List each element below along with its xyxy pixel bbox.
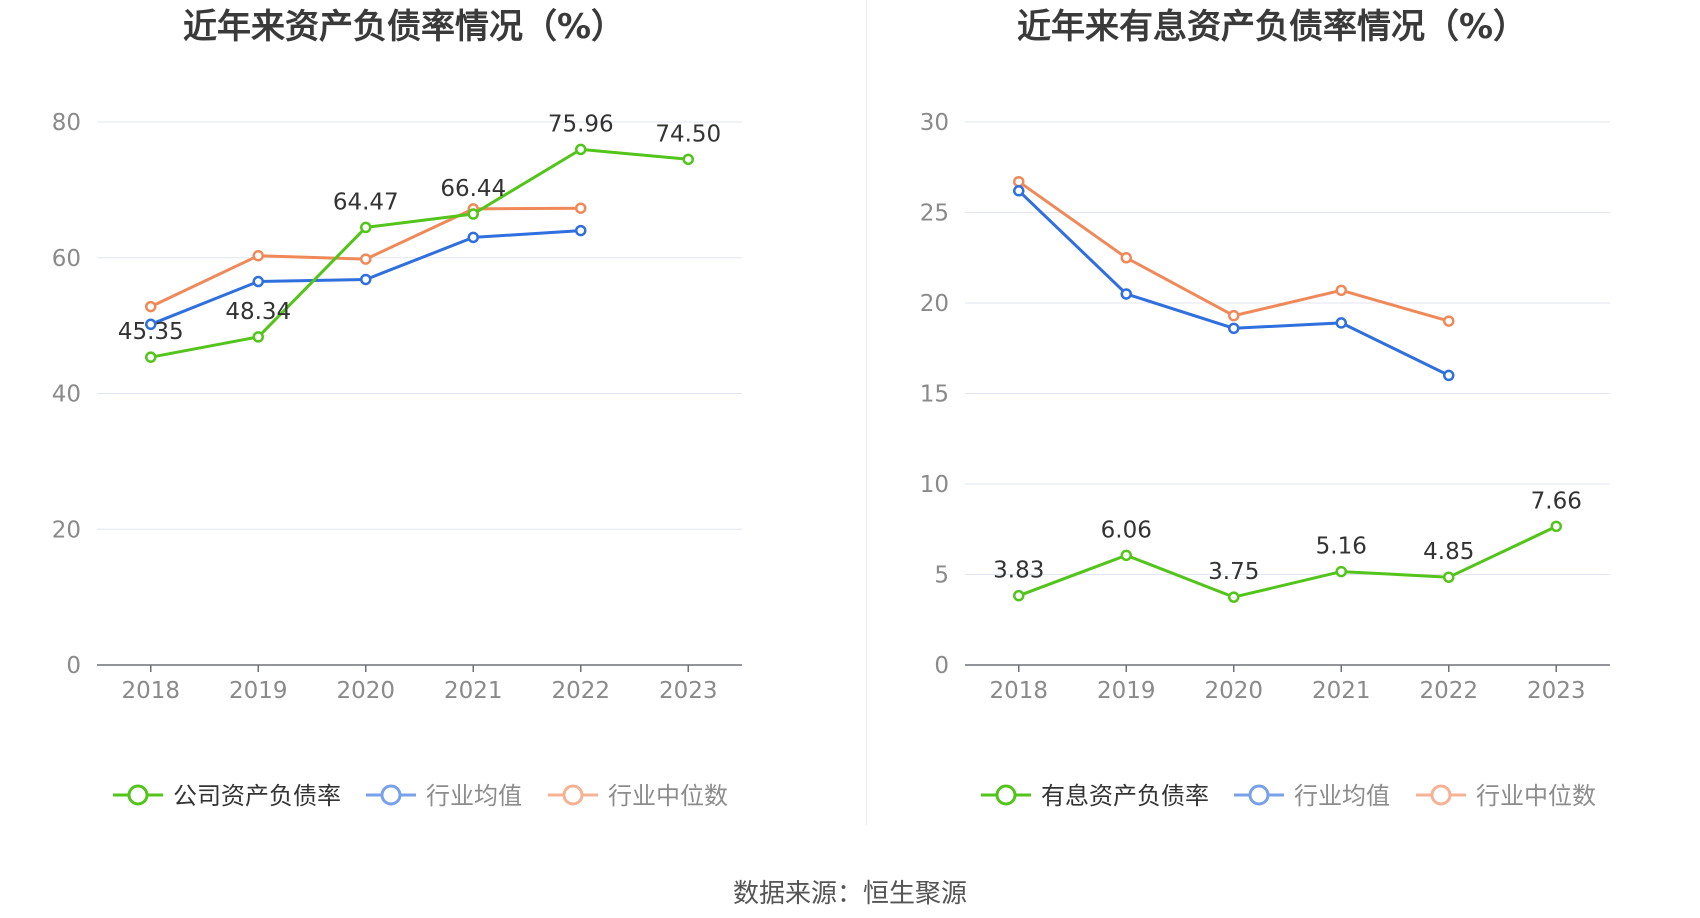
left-series-point-1: [575, 224, 587, 237]
left-data-label: 64.47: [333, 189, 399, 215]
left-series-point-2: [145, 300, 157, 313]
right-series-point-2: [1228, 309, 1240, 322]
left-y-tick-label: 40: [52, 382, 81, 408]
left-series-point-2: [575, 202, 587, 214]
left-x-tick-label: 2019: [229, 678, 288, 704]
left-x-tick-label: 2022: [551, 678, 610, 704]
left-series-point-1: [145, 318, 157, 331]
left-series-point-0: [145, 351, 157, 363]
right-series-point-2: [1335, 284, 1347, 297]
right-chart-title: 近年来有息资产负债率情况（%）: [1017, 7, 1527, 47]
left-y-tick-label: 0: [66, 653, 81, 679]
right-legend-label-2: 行业中位数: [1476, 782, 1596, 810]
right-data-label: 6.06: [1101, 517, 1152, 543]
right-y-tick-label: 0: [934, 653, 949, 679]
left-series-point-0: [467, 208, 479, 220]
left-legend-label-1: 行业均值: [426, 782, 522, 810]
right-legend-marker-0: [995, 784, 1017, 806]
left-legend-marker-1: [380, 784, 402, 806]
right-data-label: 3.75: [1208, 559, 1259, 585]
left-chart-title: 近年来资产负债率情况（%）: [183, 7, 625, 47]
chart-right: 近年来有息资产负债率情况（%） 0 5 10 15 20 25 30 2018 2019 2020 2…: [868, 0, 1700, 830]
right-series-point-2: [1443, 315, 1455, 327]
left-data-label: 75.96: [548, 111, 614, 137]
right-x-tick-label: 2023: [1527, 678, 1586, 704]
right-series-point-1: [1443, 369, 1455, 382]
right-legend-marker-2: [1430, 784, 1452, 806]
left-x-tick-label: 2020: [336, 678, 395, 704]
right-y-tick-label: 25: [920, 201, 949, 227]
right-series-point-0: [1550, 520, 1562, 533]
left-data-label: 48.34: [225, 299, 291, 325]
right-series-point-0: [1443, 571, 1455, 583]
right-x-tick-label: 2020: [1204, 678, 1263, 704]
right-data-label: 4.85: [1423, 539, 1474, 565]
chart-left: 近年来资产负债率情况（%） 0 20 40 60 80 2018 2019 2020 2021 20…: [0, 0, 850, 830]
right-series-line-0: [1018, 525, 1557, 599]
left-series-point-0: [360, 221, 372, 234]
right-x-tick-label: 2019: [1097, 678, 1156, 704]
chart-left-svg: 近年来资产负债率情况（%） 0 20 40 60 80 2018 2019 2020 2021 20…: [52, 7, 742, 810]
left-legend-marker-0: [127, 784, 149, 806]
right-legend-marker-1: [1248, 784, 1270, 806]
left-series-point-2: [360, 253, 372, 265]
right-series-point-1: [1228, 322, 1240, 335]
right-series-point-2: [1013, 175, 1025, 188]
panel-divider: [866, 0, 867, 825]
left-series-point-1: [360, 273, 372, 286]
right-legend-label-0: 有息资产负债率: [1041, 782, 1209, 810]
left-legend-label-0: 公司资产负债率: [173, 782, 341, 810]
right-data-label: 7.66: [1531, 488, 1582, 514]
left-x-tick-label: 2018: [121, 678, 180, 704]
right-series-line-1: [1017, 189, 1450, 377]
right-series-point-2: [1120, 252, 1132, 264]
left-y-tick-label: 20: [52, 517, 81, 543]
right-series-point-0: [1013, 589, 1025, 602]
left-data-label: 74.50: [655, 121, 721, 147]
right-y-tick-label: 30: [920, 110, 949, 136]
left-series-point-1: [252, 275, 264, 288]
right-series-point-1: [1013, 185, 1025, 197]
left-data-label: 45.35: [118, 319, 184, 345]
left-y-tick-label: 60: [52, 246, 81, 272]
right-data-label: 3.83: [993, 558, 1044, 584]
right-y-tick-label: 20: [920, 291, 949, 317]
left-series-point-1: [467, 231, 479, 244]
left-series-line-0: [150, 147, 689, 359]
right-series-point-0: [1335, 565, 1347, 578]
right-series-point-1: [1335, 317, 1347, 329]
left-x-tick-label: 2021: [444, 678, 503, 704]
right-data-label: 5.16: [1316, 534, 1367, 560]
chart-right-svg: 近年来有息资产负债率情况（%） 0 5 10 15 20 25 30 2018 2019 2020 2…: [920, 7, 1610, 810]
left-legend-label-2: 行业中位数: [608, 782, 728, 810]
left-series-point-0: [252, 331, 264, 343]
left-series-point-0: [575, 143, 587, 156]
left-data-label: 66.44: [440, 176, 506, 202]
right-series-point-0: [1228, 591, 1240, 603]
right-y-tick-label: 15: [920, 382, 949, 408]
right-series-point-1: [1120, 288, 1132, 300]
right-legend-label-1: 行业均值: [1294, 782, 1390, 810]
source-note: 数据来源：恒生聚源: [732, 879, 967, 909]
left-x-tick-label: 2023: [659, 678, 718, 704]
right-x-tick-label: 2022: [1419, 678, 1478, 704]
right-y-tick-label: 5: [934, 563, 949, 589]
right-y-tick-label: 10: [920, 472, 949, 498]
right-x-tick-label: 2021: [1312, 678, 1371, 704]
left-legend-marker-2: [562, 784, 584, 806]
left-series-point-0: [682, 153, 694, 166]
right-series-point-0: [1120, 549, 1132, 562]
left-y-tick-label: 80: [52, 110, 81, 136]
left-series-point-2: [252, 249, 264, 262]
right-x-tick-label: 2018: [989, 678, 1048, 704]
